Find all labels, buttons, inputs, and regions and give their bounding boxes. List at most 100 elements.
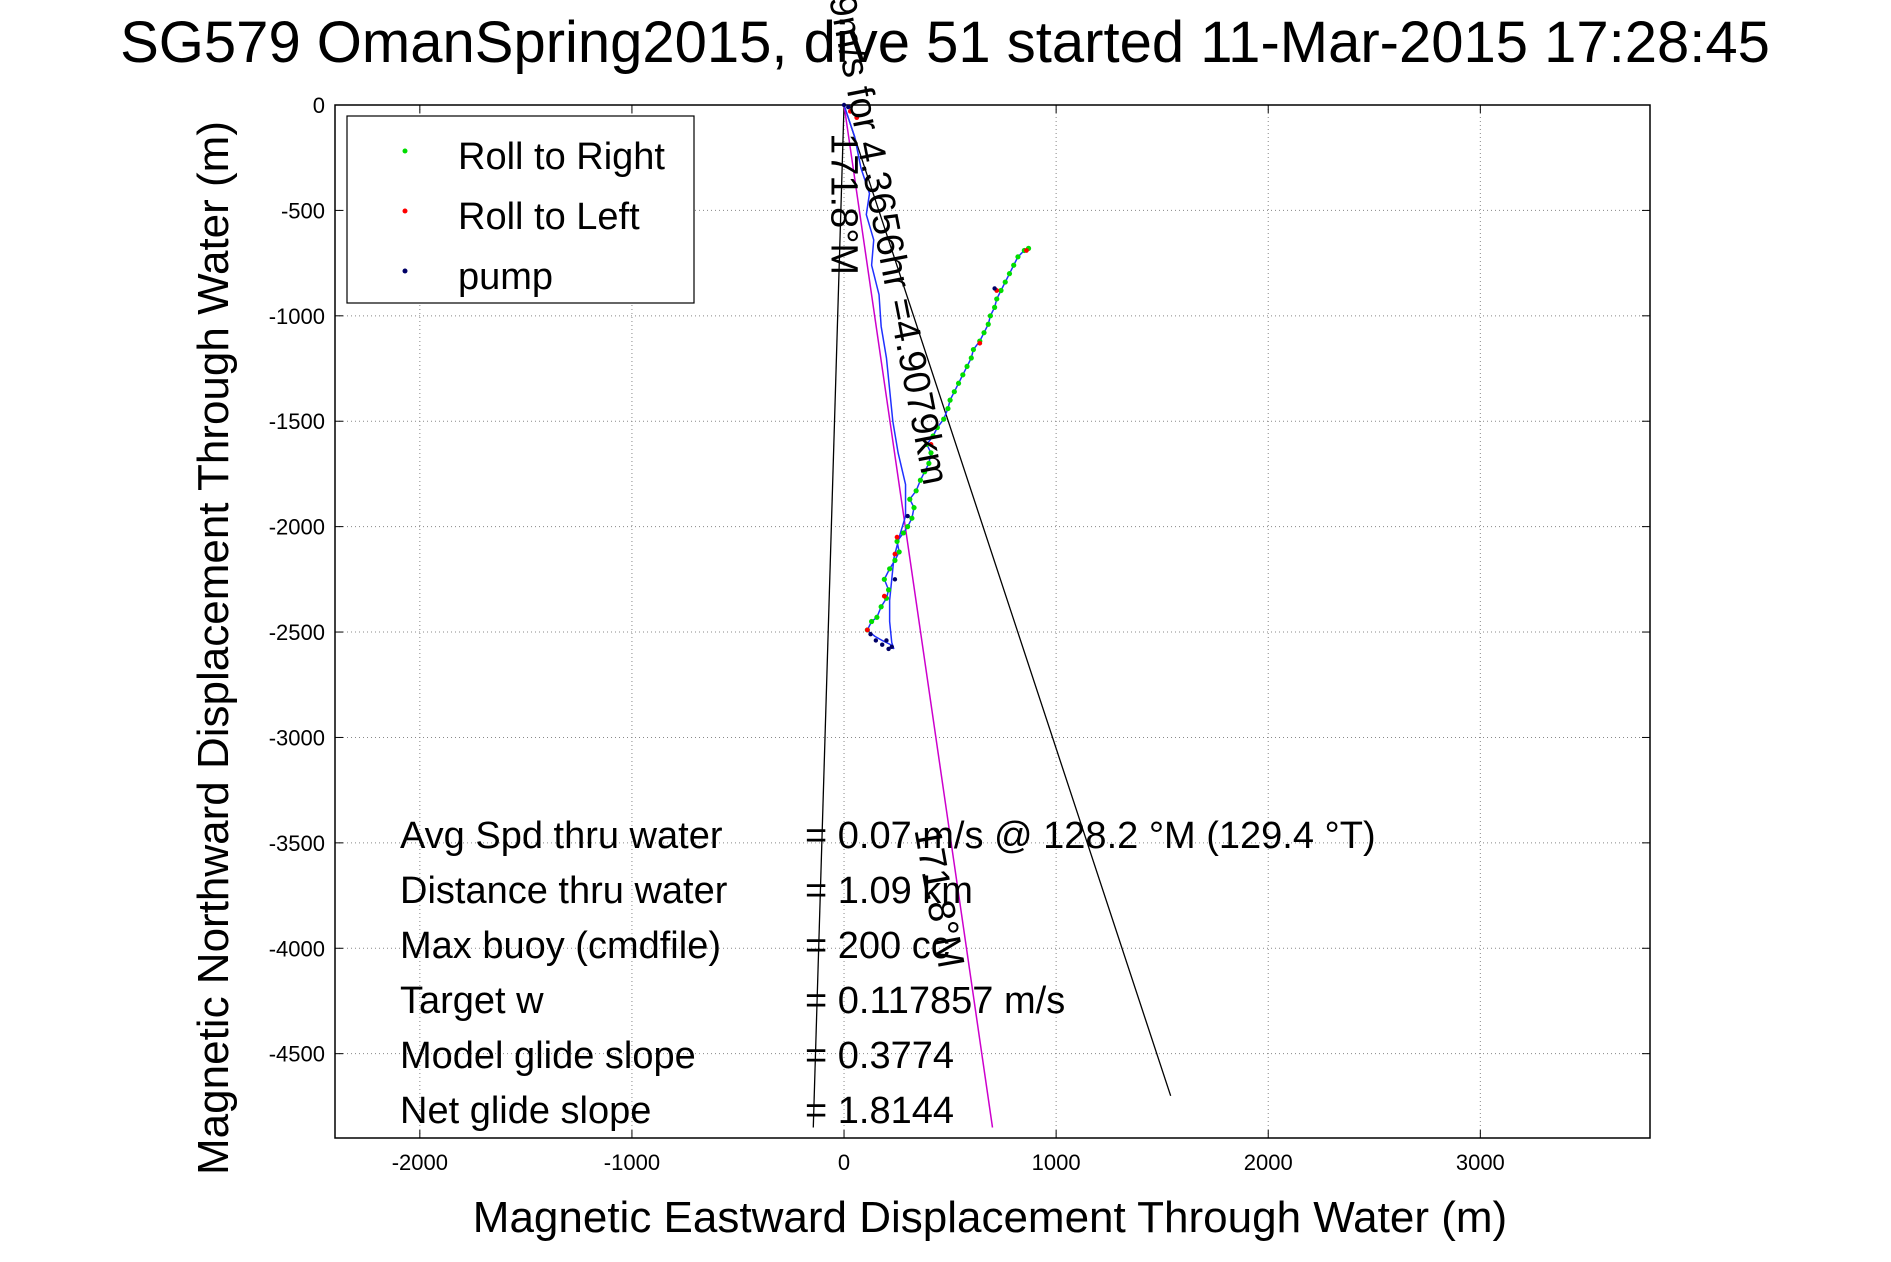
- pump-point: [886, 646, 891, 652]
- roll-right-point: [985, 321, 991, 327]
- roll-right-point: [981, 330, 987, 336]
- roll-right-point: [907, 496, 913, 502]
- x-tick-label: 3000: [1456, 1150, 1505, 1175]
- path-annotation: 171.8°M: [822, 133, 864, 275]
- stats-block: Avg Spd thru water = 0.07 m/s @ 128.2 °M …: [400, 815, 1376, 1132]
- roll-right-point: [987, 313, 993, 319]
- roll-right-point: [955, 380, 962, 386]
- y-tick-label: -500: [281, 198, 325, 223]
- x-tick-label: 2000: [1244, 1150, 1293, 1175]
- roll-left-point: [854, 115, 860, 121]
- roll-right-point: [922, 469, 928, 475]
- roll-right-point: [874, 614, 880, 620]
- x-axis-label: Magnetic Eastward Displacement Through W…: [473, 1193, 1507, 1242]
- roll-right-point: [878, 604, 884, 610]
- roll-right-point: [1011, 262, 1017, 268]
- roll-right-point: [900, 530, 907, 536]
- stat-label: Distance thru water: [400, 870, 728, 912]
- roll-right-point: [945, 405, 951, 412]
- y-tick-label: -2500: [269, 620, 325, 645]
- roll-right-point: [885, 587, 892, 593]
- roll-right-point: [964, 363, 970, 370]
- y-axis-label: Magnetic Northward Displacement Through …: [189, 121, 238, 1175]
- roll-right-point: [881, 576, 887, 582]
- roll-right-point: [928, 450, 934, 456]
- pump-point: [889, 644, 894, 649]
- roll-right-point: [909, 515, 915, 521]
- pump-point: [846, 104, 851, 110]
- pump-point: [905, 513, 910, 519]
- roll-right-point: [905, 524, 911, 530]
- roll-right-point: [1002, 279, 1008, 285]
- roll-left-point: [864, 627, 870, 633]
- pump-point: [868, 631, 873, 637]
- pump-point: [892, 577, 898, 582]
- pump-point: [992, 286, 997, 291]
- stat-label: Model glide slope: [400, 1035, 696, 1077]
- heading-line: [843, 104, 994, 1128]
- stat-value: = 1.8144: [805, 1090, 954, 1132]
- y-tick-label: 0: [313, 93, 325, 118]
- chart-title: SG579 OmanSpring2015, dive 51 started 11…: [120, 10, 1770, 75]
- y-tick-label: -3000: [269, 725, 325, 750]
- legend-marker: [402, 148, 408, 154]
- roll-right-point: [911, 505, 917, 511]
- stat-value: = 1.09 km: [805, 870, 973, 912]
- roll-right-point: [892, 557, 898, 563]
- x-tick-label: 0: [838, 1150, 850, 1175]
- legend: Roll to Right Roll to Left pump: [346, 115, 695, 304]
- glide-path-line: [866, 247, 1029, 631]
- legend-label: Roll to Right: [458, 136, 665, 178]
- roll-left-point: [881, 593, 887, 599]
- roll-left-point: [892, 551, 898, 557]
- y-tick-label: -2000: [269, 515, 325, 540]
- y-tick-label: -1000: [269, 304, 325, 329]
- x-tick-label: 1000: [1032, 1150, 1081, 1175]
- roll-right-point: [917, 477, 923, 483]
- cone-line: [843, 104, 1172, 1097]
- stat-label: Net glide slope: [400, 1090, 651, 1132]
- y-tick-label: -3500: [269, 831, 325, 856]
- roll-right-point: [968, 355, 974, 361]
- y-tick-label: -4000: [269, 936, 325, 961]
- plot-frame: [334, 104, 1651, 1139]
- roll-right-point: [994, 296, 1000, 302]
- roll-right-point: [894, 538, 900, 544]
- legend-marker: [402, 268, 408, 274]
- roll-right-point: [970, 346, 977, 353]
- stat-value: = 0.3774: [805, 1035, 954, 1077]
- roll-right-point: [951, 389, 957, 395]
- stat-label: Target w: [400, 980, 544, 1022]
- x-tick-label: -1000: [604, 1150, 660, 1175]
- roll-right-point: [1006, 271, 1013, 277]
- stat-value: = 0.07 m/s @ 128.2 °M (129.4 °T): [805, 815, 1376, 857]
- roll-right-point: [924, 441, 930, 448]
- roll-left-point: [928, 442, 934, 447]
- roll-right-point: [960, 372, 966, 378]
- roll-right-point: [1015, 254, 1021, 260]
- y-tick-label: -4500: [269, 1042, 325, 1067]
- roll-right-point: [869, 618, 875, 625]
- pump-point: [884, 638, 889, 643]
- roll-left-point: [847, 108, 853, 114]
- y-tick-label: -1500: [269, 409, 325, 434]
- roll-right-point: [930, 433, 936, 439]
- stat-value: = 200 cc: [805, 925, 950, 967]
- y-ticks: 0 -500 -1000 -1500 -2000 -2500 -3000 -3500 -4000…: [269, 93, 1650, 1067]
- roll-left-point: [894, 534, 900, 540]
- roll-left-point: [1024, 248, 1029, 253]
- roll-right-point: [941, 416, 947, 422]
- roll-right-point: [947, 397, 953, 403]
- series-layer: [812, 102, 1172, 1128]
- cone-line: [812, 104, 845, 1128]
- roll-right-point: [913, 488, 919, 494]
- x-ticks: -2000 -1000 0 1000 2000 3000: [392, 105, 1505, 1175]
- roll-left-point: [977, 340, 983, 346]
- pump-point: [841, 102, 847, 108]
- roll-right-point: [992, 304, 998, 310]
- pump-point: [873, 638, 879, 643]
- legend-label: Roll to Left: [458, 196, 640, 238]
- roll-right-point: [926, 460, 932, 466]
- stat-value: = 0.117857 m/s: [805, 980, 1065, 1022]
